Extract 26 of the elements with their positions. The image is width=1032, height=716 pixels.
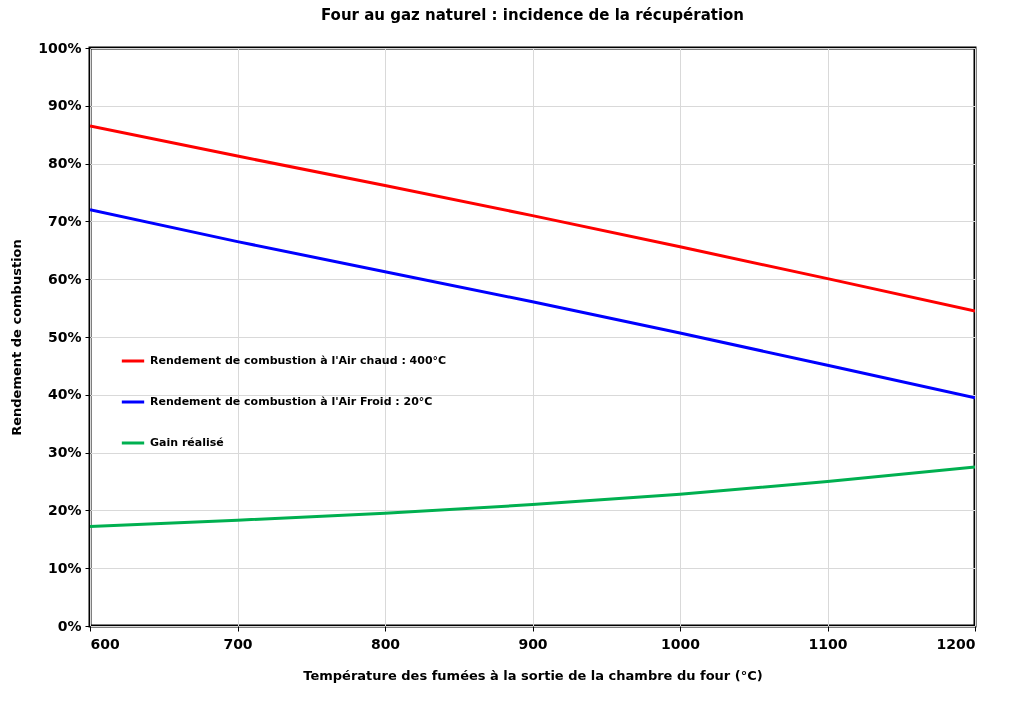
legend-label: Gain réalisé	[150, 436, 224, 449]
chart-title: Four au gaz naturel : incidence de la récupération	[320, 6, 745, 24]
y-tick-label: 100%	[38, 39, 82, 56]
y-tick-label: 10%	[47, 559, 82, 576]
y-tick-label: 80%	[47, 155, 82, 172]
legend-label: Rendement de combustion à l'Air Froid : 20°C	[150, 395, 433, 408]
legend-label: Rendement de combustion à l'Air chaud : 400°C	[150, 354, 447, 367]
x-tick-label: 1200	[936, 635, 976, 652]
y-tick-label: 20%	[47, 501, 82, 518]
x-tick-label: 900	[518, 635, 548, 652]
y-tick-label: 40%	[47, 386, 82, 403]
y-tick-label: 50%	[47, 328, 82, 345]
y-tick-label: 30%	[47, 444, 82, 461]
x-tick-label: 1000	[661, 635, 701, 652]
x-tick-label: 800	[370, 635, 401, 652]
x-tick-label: 600	[90, 635, 120, 652]
y-tick-label: 0%	[57, 617, 82, 634]
y-axis-title: Rendement de combustion	[9, 239, 25, 436]
x-axis-title: Température des fumées à la sortie de la chambre du four (°C)	[303, 667, 763, 683]
x-tick-label: 700	[223, 635, 253, 652]
y-tick-label: 70%	[47, 212, 82, 229]
x-tick-label: 1100	[808, 635, 848, 652]
line-series	[90, 124, 975, 313]
line-series	[90, 465, 975, 529]
y-tick-label: 60%	[47, 270, 82, 287]
y-tick-label: 90%	[47, 97, 82, 114]
